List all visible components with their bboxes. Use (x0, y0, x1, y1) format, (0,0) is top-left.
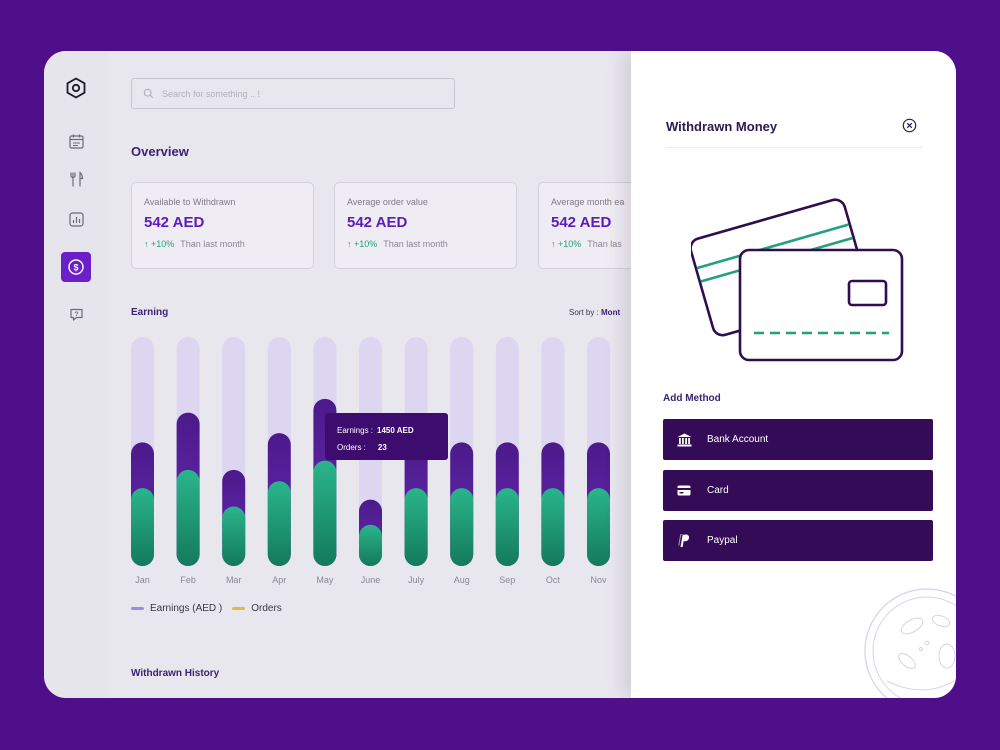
search-icon (143, 88, 154, 99)
orders-bar[interactable] (131, 488, 154, 566)
chart-icon[interactable] (62, 205, 90, 233)
orders-bar[interactable] (450, 488, 474, 566)
bank-icon (675, 431, 693, 449)
orders-bar[interactable] (267, 481, 291, 566)
x-tick-label: May (316, 575, 334, 585)
trend-comparison: Than las (587, 239, 622, 249)
card-button[interactable]: Card (663, 470, 933, 511)
search-bar[interactable] (131, 78, 455, 109)
method-label: Paypal (707, 535, 738, 546)
calendar-icon[interactable] (62, 127, 90, 155)
x-tick-label: June (361, 575, 381, 585)
stat-card-available: Available to Withdrawn 542 AED ↑ +10% Tha… (131, 182, 314, 269)
trend-comparison: Than last month (383, 239, 448, 249)
method-label: Bank Account (707, 434, 769, 445)
legend-swatch (232, 606, 246, 610)
sort-value: Mont (601, 308, 621, 317)
orders-bar[interactable] (313, 460, 337, 566)
app-window: $ ? Overview Available to Withdrawn 542 … (44, 51, 956, 698)
card-value: 542 AED (347, 214, 408, 231)
svg-text:?: ? (74, 311, 78, 318)
x-tick-label: Feb (180, 575, 196, 585)
card-label: Average month ea (551, 197, 625, 207)
x-tick-label: Aug (454, 575, 470, 585)
dollar-icon[interactable]: $ (61, 252, 91, 282)
bank-account-button[interactable]: Bank Account (663, 419, 933, 460)
close-icon (902, 118, 917, 133)
hexagon-icon[interactable] (62, 74, 90, 102)
trend-change: ↑ +10% (144, 239, 175, 249)
paypal-icon (675, 532, 693, 550)
sort-dropdown[interactable]: Sort by : Mont (569, 308, 620, 317)
sort-label: Sort by : (569, 308, 602, 317)
chart-legend: Earnings (AED ) Orders (131, 603, 282, 614)
overview-title: Overview (131, 144, 189, 159)
withdrawn-history-title: Withdrawn History (131, 668, 220, 679)
add-method-label: Add Method (663, 393, 721, 404)
card-label: Average order value (347, 197, 428, 207)
orders-bar[interactable] (222, 506, 246, 566)
tooltip-orders-value: 23 (377, 443, 387, 452)
panel-divider (666, 147, 923, 148)
card-value: 542 AED (551, 214, 612, 231)
x-tick-label: Apr (272, 575, 286, 585)
card-trend: ↑ +10% Than las (551, 239, 708, 249)
tooltip-orders-label: Orders : (337, 443, 366, 452)
trend-comparison: Than last month (180, 239, 245, 249)
trend-change: ↑ +10% (551, 239, 582, 249)
main-content: Overview Available to Withdrawn 542 AED … (108, 51, 721, 698)
x-tick-label: July (408, 575, 425, 585)
card-icon (675, 482, 693, 500)
search-input[interactable] (162, 88, 422, 99)
orders-bar[interactable] (541, 488, 565, 566)
earnings-chart: Jan Feb Mar Apr May June July Aug Sep Oct Nov (131, 337, 610, 585)
trend-change: ↑ +10% (347, 239, 378, 249)
paypal-button[interactable]: Paypal (663, 520, 933, 561)
svg-text:$: $ (73, 262, 78, 272)
decorative-fruit-illustration (864, 588, 956, 698)
legend-earnings: Earnings (AED ) (131, 603, 222, 614)
tooltip-earnings-label: Earnings : (337, 426, 374, 435)
tooltip-earnings-value: 1450 AED (377, 426, 414, 435)
withdraw-panel: Withdrawn Money Add Method Bank Account (631, 51, 956, 698)
orders-bar[interactable] (359, 524, 382, 566)
legend-label: Orders (251, 603, 282, 614)
orders-bar[interactable] (495, 488, 519, 566)
stat-card-average-order: Average order value 542 AED ↑ +10% Than l… (334, 182, 517, 269)
card-value: 542 AED (144, 214, 205, 231)
orders-bar[interactable] (587, 488, 610, 566)
method-label: Card (707, 485, 729, 496)
x-tick-label: Nov (590, 575, 607, 585)
x-tick-label: Mar (226, 575, 242, 585)
chart-tooltip: Earnings :1450 AED Orders : 23 (325, 413, 448, 460)
card-label: Available to Withdrawn (144, 197, 236, 207)
close-button[interactable] (902, 118, 917, 133)
legend-orders: Orders (232, 603, 282, 614)
card-trend: ↑ +10% Than last month (144, 239, 301, 249)
question-icon[interactable]: ? (62, 300, 90, 328)
legend-label: Earnings (AED ) (150, 603, 223, 614)
legend-swatch (131, 606, 144, 610)
x-tick-label: Oct (546, 575, 561, 585)
x-tick-label: Sep (499, 575, 515, 585)
panel-title: Withdrawn Money (666, 119, 778, 134)
x-tick-label: Jan (135, 575, 150, 585)
card-trend: ↑ +10% Than last month (347, 239, 504, 249)
orders-bar[interactable] (176, 469, 200, 566)
sidebar: $ ? (44, 51, 108, 698)
fork-knife-icon[interactable] (62, 165, 90, 193)
earning-title: Earning (131, 307, 169, 318)
credit-cards-illustration (691, 198, 904, 362)
orders-bar[interactable] (404, 488, 428, 566)
